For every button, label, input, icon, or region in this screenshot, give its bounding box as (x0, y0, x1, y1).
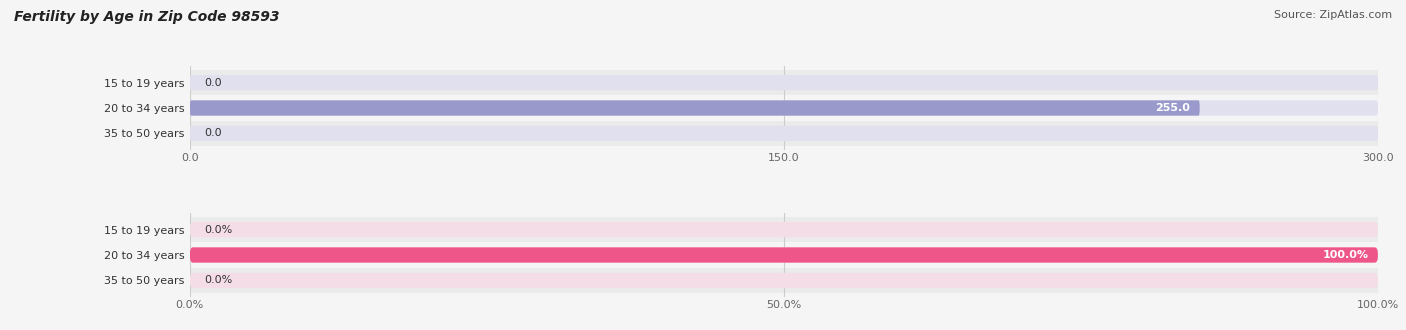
Bar (190, 70, 1378, 95)
FancyBboxPatch shape (190, 126, 1378, 141)
Text: 0.0: 0.0 (204, 78, 222, 87)
Text: 0.0: 0.0 (204, 128, 222, 139)
Text: 255.0: 255.0 (1156, 103, 1189, 113)
FancyBboxPatch shape (190, 248, 1378, 263)
Bar (190, 243, 1378, 267)
FancyBboxPatch shape (190, 75, 1378, 90)
FancyBboxPatch shape (190, 222, 1378, 237)
Text: Source: ZipAtlas.com: Source: ZipAtlas.com (1274, 10, 1392, 20)
Bar (190, 268, 1378, 293)
FancyBboxPatch shape (190, 100, 1378, 115)
Text: 0.0%: 0.0% (204, 224, 232, 235)
Bar (190, 121, 1378, 146)
Bar (190, 217, 1378, 242)
FancyBboxPatch shape (190, 248, 1378, 263)
Text: Fertility by Age in Zip Code 98593: Fertility by Age in Zip Code 98593 (14, 10, 280, 24)
Text: 100.0%: 100.0% (1323, 250, 1368, 260)
FancyBboxPatch shape (190, 100, 1199, 115)
Bar (190, 96, 1378, 120)
Text: 0.0%: 0.0% (204, 276, 232, 285)
FancyBboxPatch shape (190, 273, 1378, 288)
